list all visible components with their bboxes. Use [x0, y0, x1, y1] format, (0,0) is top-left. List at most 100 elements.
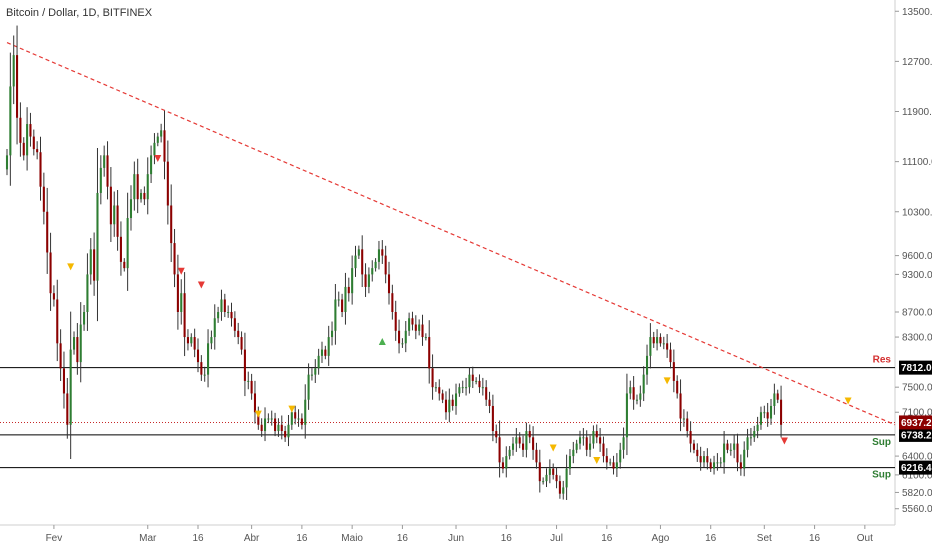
candle-down — [431, 354, 434, 400]
candle-up — [575, 439, 578, 454]
signal-marker-yellow-down — [844, 397, 852, 405]
candle-body — [200, 362, 203, 375]
candle-body — [481, 387, 484, 389]
candle-up — [713, 455, 716, 475]
candle-down — [176, 254, 179, 330]
candle-body — [632, 387, 635, 400]
candle-up — [371, 260, 374, 282]
candle-down — [428, 320, 431, 384]
candle-body — [250, 380, 253, 394]
candle-up — [344, 272, 347, 325]
candle-body — [562, 487, 565, 494]
candle-up — [769, 398, 773, 425]
candle-body — [568, 456, 571, 469]
candle-down — [552, 463, 555, 480]
candle-body — [391, 293, 394, 312]
trendline-layer — [6, 42, 896, 426]
candle-up — [408, 312, 411, 336]
candle-body — [602, 443, 605, 457]
candle-up — [716, 453, 719, 471]
candle-body — [635, 399, 639, 401]
candle-body — [280, 424, 283, 432]
candle-up — [377, 240, 380, 270]
y-tick-label: 12700.0 — [902, 57, 932, 68]
candle-down — [495, 424, 498, 444]
candle-body — [260, 424, 263, 432]
candle-body — [511, 443, 515, 450]
candle-body — [656, 337, 659, 344]
candle-up — [548, 459, 551, 484]
candle-down — [451, 394, 454, 411]
candle-down — [391, 284, 394, 320]
x-tick-label: Mar — [139, 533, 157, 544]
candle-body — [552, 468, 555, 475]
candle-up — [508, 446, 511, 460]
candle-body — [371, 268, 374, 275]
candle-body — [46, 211, 49, 253]
candle-up — [96, 147, 99, 322]
candle-body — [434, 387, 437, 389]
candle-up — [525, 422, 528, 458]
candle-body — [645, 355, 649, 375]
candle-up — [562, 480, 565, 500]
candle-body — [522, 443, 525, 450]
candle-up — [505, 446, 508, 478]
y-tick-label: 13500.0 — [902, 7, 932, 18]
candle-up — [635, 394, 639, 405]
candle-body — [317, 355, 320, 369]
candle-up — [622, 427, 625, 459]
candle-up — [759, 406, 763, 430]
price-axis[interactable]: 13500.0 12700.0 11900.0 11100.0 10300.0 9600.… — [895, 7, 932, 515]
candle-body — [424, 337, 427, 339]
candle-body — [170, 205, 173, 244]
candle-body — [39, 152, 42, 187]
candle-body — [146, 174, 149, 200]
candle-up — [267, 413, 270, 424]
candle-body — [327, 337, 330, 356]
candle-down — [652, 331, 655, 348]
level-label-sup: Sup — [872, 437, 891, 448]
candle-body — [32, 136, 35, 150]
candle-up — [572, 441, 575, 464]
candle-body — [528, 431, 531, 438]
candle-up — [481, 377, 484, 396]
candle-up — [743, 441, 746, 477]
candle-body — [331, 330, 334, 338]
candle-body — [183, 293, 186, 338]
candle-up — [213, 304, 216, 350]
candle-body — [495, 431, 498, 438]
candle-down — [22, 137, 25, 161]
candle-body — [203, 374, 206, 376]
candle-body — [532, 437, 535, 450]
candle-up — [649, 323, 652, 369]
candle-up — [263, 407, 267, 442]
x-tick-label: Maio — [341, 533, 363, 544]
candle-body — [699, 456, 702, 463]
candle-body — [210, 337, 213, 344]
level-price-tag-bg — [899, 360, 932, 375]
candle-body — [83, 311, 86, 325]
candle-body — [76, 337, 79, 363]
y-tick-label: 11900.0 — [902, 107, 932, 118]
level-price-tag: 7812.0 — [901, 363, 932, 374]
candle-body — [129, 199, 133, 219]
candle-body — [525, 431, 528, 450]
level-price-tag: 6216.4 — [901, 463, 932, 474]
candle-body — [669, 349, 672, 363]
signal-marker-green-up — [378, 337, 386, 345]
candle-body — [93, 249, 96, 281]
time-axis[interactable]: Fev Mar 16 Abr 16 Maio 16 Jun 16 Jul 16 Ago 16 Set 16 O… — [46, 525, 874, 544]
candle-down — [394, 300, 397, 341]
candle-up — [401, 338, 404, 348]
candle-up — [156, 132, 159, 147]
candle-down — [16, 25, 19, 145]
candle-down — [52, 285, 55, 307]
candle-up — [589, 435, 592, 457]
candle-body — [86, 274, 89, 312]
candle-down — [32, 129, 35, 156]
candle-body — [223, 299, 226, 312]
candle-down — [183, 272, 186, 357]
y-tick-label: 11100.0 — [902, 157, 932, 168]
candle-down — [659, 333, 662, 347]
